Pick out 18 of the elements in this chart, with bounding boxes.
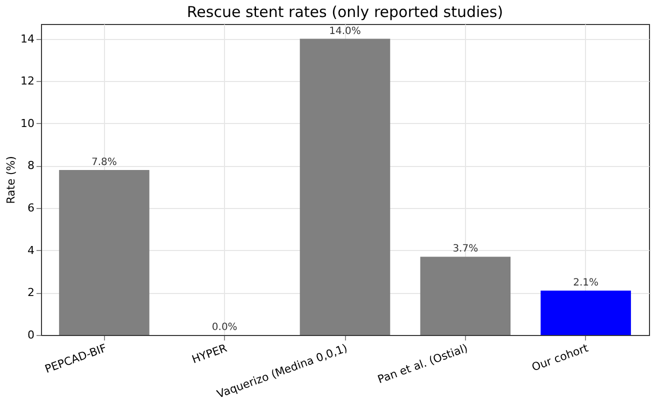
data-label: 7.8%: [92, 156, 117, 168]
x-tick-label: HYPER: [190, 341, 230, 366]
data-label: 3.7%: [452, 244, 478, 255]
y-tick-label: 2: [28, 286, 34, 300]
x-tick-label: Our cohort: [530, 341, 591, 374]
bar: [540, 290, 631, 335]
y-tick-label: 8: [28, 159, 34, 172]
y-tick-label: 6: [28, 202, 34, 215]
y-tick-label: 10: [20, 116, 34, 130]
data-label: 2.1%: [573, 278, 598, 289]
y-tick-label: 12: [20, 74, 34, 88]
data-label: 0.0%: [212, 322, 238, 333]
y-axis-title: Rate (%): [4, 156, 18, 204]
data-label: 14.0%: [329, 26, 361, 37]
y-tick-label: 4: [28, 244, 34, 257]
y-tick-label: 0: [28, 328, 34, 342]
chart-title: Rescue stent rates (only reported studies): [186, 3, 504, 21]
y-tick-label: 14: [20, 32, 34, 46]
